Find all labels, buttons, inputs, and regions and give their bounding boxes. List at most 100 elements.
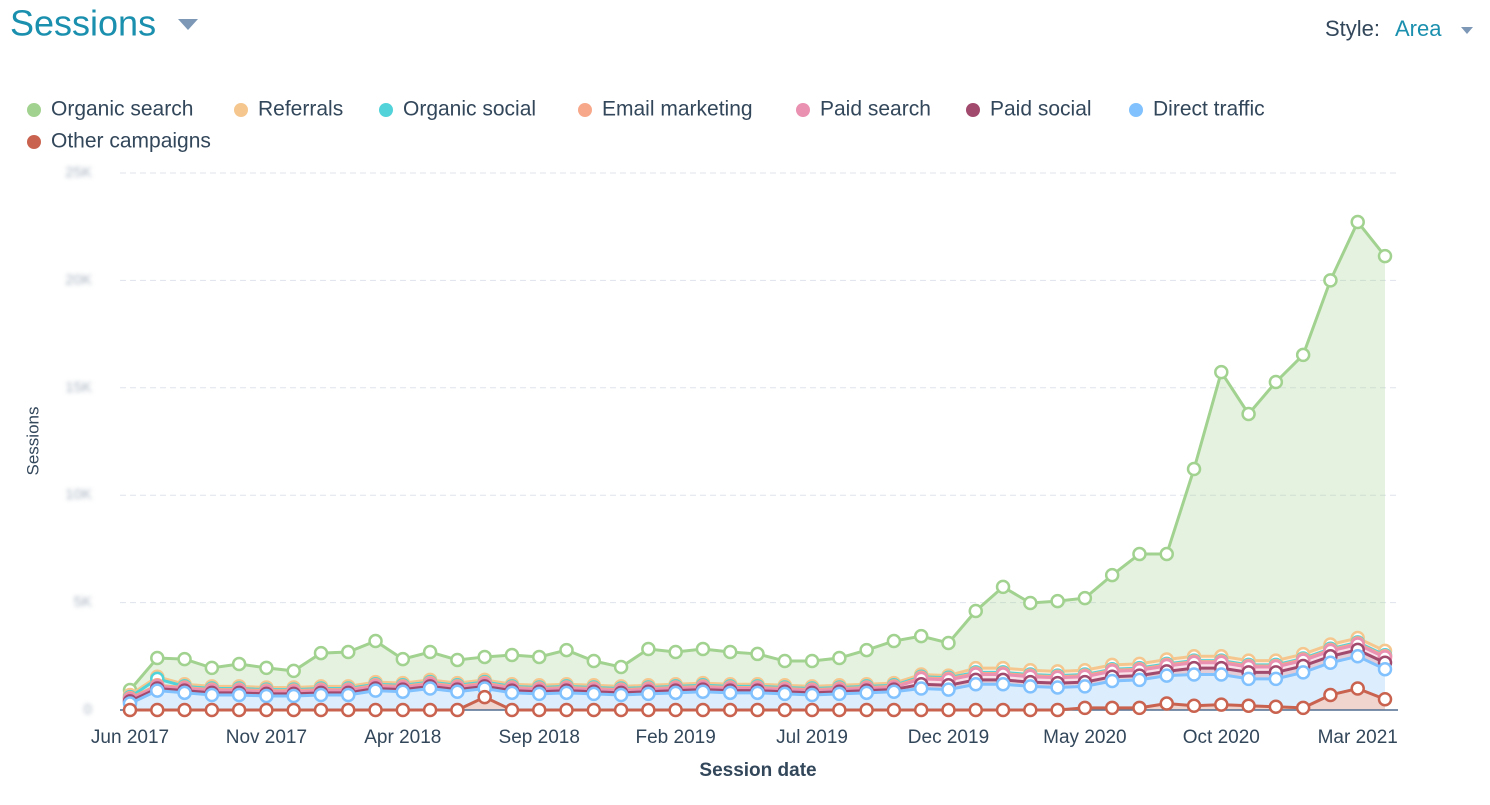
point [559, 642, 574, 658]
point [1323, 655, 1338, 670]
point [1377, 692, 1393, 707]
point [1023, 679, 1038, 694]
point [1050, 702, 1065, 718]
y-tick-label: 25K [65, 164, 92, 181]
point [559, 702, 574, 718]
point [204, 702, 220, 718]
style-label: Style: [1325, 16, 1380, 41]
point [722, 685, 738, 701]
point [668, 685, 683, 701]
point [504, 647, 520, 663]
point [804, 702, 820, 718]
point [695, 641, 711, 657]
y-tick-label: 5K [74, 594, 92, 611]
point [422, 644, 438, 660]
point [395, 702, 411, 718]
point [1377, 661, 1393, 677]
point [1295, 700, 1311, 716]
point [1268, 374, 1284, 390]
point [450, 702, 465, 718]
point [886, 702, 902, 718]
point [286, 702, 301, 718]
point [341, 644, 356, 660]
point [777, 653, 793, 669]
point [368, 683, 383, 698]
point [777, 702, 793, 718]
area [130, 688, 1385, 710]
point [641, 702, 656, 718]
point [313, 687, 329, 703]
title-caret[interactable] [178, 19, 198, 30]
point [368, 702, 383, 718]
point [750, 646, 765, 662]
point [259, 660, 274, 676]
point [1050, 680, 1065, 695]
point [750, 685, 765, 701]
point [1323, 687, 1338, 703]
legend-swatch [27, 135, 41, 149]
point [832, 650, 847, 666]
point [286, 688, 301, 704]
area [130, 656, 1385, 710]
x-tick-label: Mar 2021 [1318, 727, 1398, 748]
legend-swatch [379, 103, 393, 117]
point [695, 684, 711, 699]
style-value[interactable]: Area [1395, 16, 1442, 41]
point [941, 702, 956, 718]
point [750, 702, 765, 718]
point [668, 644, 683, 660]
point [531, 686, 547, 702]
point [859, 642, 874, 658]
point [1377, 248, 1393, 264]
point [804, 653, 820, 669]
point [1023, 702, 1038, 718]
legend-label: Organic social [403, 98, 536, 121]
point [1159, 696, 1174, 711]
point [586, 686, 602, 702]
point [913, 681, 929, 696]
point [259, 702, 274, 718]
legend-swatch [234, 103, 248, 117]
point [1350, 681, 1365, 696]
point [1241, 698, 1256, 713]
point [1104, 567, 1120, 583]
legend-label: Other campaigns [51, 130, 211, 153]
point [1241, 671, 1256, 687]
legend-swatch [966, 103, 980, 117]
point [1077, 679, 1093, 694]
y-tick-label: 20K [65, 271, 92, 288]
point [586, 702, 602, 718]
point [504, 702, 520, 718]
point [695, 702, 711, 718]
point [668, 702, 683, 718]
point [1350, 649, 1365, 664]
style-caret[interactable] [1461, 27, 1473, 34]
point [995, 702, 1011, 718]
y-axis-title: Sessions [23, 407, 42, 476]
legend-label: Organic search [51, 98, 193, 121]
legend-label: Referrals [258, 98, 343, 121]
legend-swatch [1129, 103, 1143, 117]
legend-label: Email marketing [602, 98, 753, 121]
point [531, 649, 547, 665]
point [886, 633, 902, 649]
chart-title[interactable]: Sessions [10, 3, 156, 44]
point [504, 685, 520, 701]
point [832, 686, 847, 702]
point [586, 653, 602, 669]
y-tick-label: 10K [65, 486, 92, 503]
x-tick-label: Dec 2019 [908, 727, 989, 748]
point [859, 702, 874, 718]
point [313, 702, 329, 718]
legend-label: Direct traffic [1153, 98, 1265, 121]
point [995, 579, 1011, 595]
point [1132, 672, 1147, 688]
point [177, 702, 192, 718]
point [613, 687, 629, 703]
point [1132, 546, 1147, 562]
point [913, 628, 929, 644]
point [231, 702, 247, 718]
point [1214, 667, 1229, 682]
x-axis-title: Session date [699, 760, 816, 781]
